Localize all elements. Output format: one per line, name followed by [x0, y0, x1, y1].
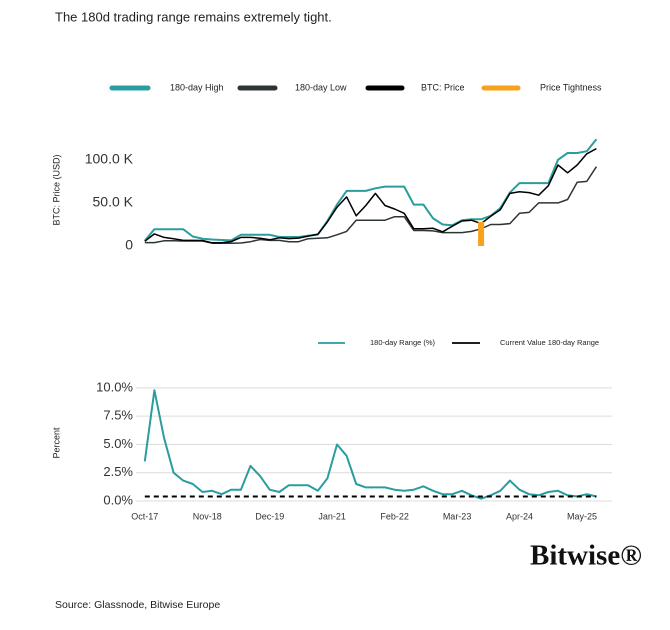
legend-label: Current Value 180-day Range [500, 338, 599, 347]
legend-label: 180-day Range (%) [370, 338, 436, 347]
series-line [144, 166, 598, 244]
y-tick-label: 5.0% [103, 436, 133, 451]
x-tick-label: Apr-24 [506, 511, 533, 521]
x-tick-label: May-25 [567, 511, 597, 521]
x-tick-label: Oct-17 [131, 511, 158, 521]
logo: Bitwise® [530, 540, 642, 572]
legend-label: 180-day High [170, 82, 224, 92]
y-tick-label: 7.5% [103, 408, 133, 423]
x-tick-label: Dec-19 [255, 511, 284, 521]
y-axis-label: Percent [51, 427, 61, 459]
y-tick-label: 0.0% [103, 492, 133, 507]
series-line [143, 389, 597, 500]
x-tick-label: Feb-22 [380, 511, 409, 521]
x-tick-label: Jan-21 [318, 511, 346, 521]
legend-label: BTC: Price [421, 82, 465, 92]
series-line [144, 147, 597, 244]
x-tick-label: Mar-23 [443, 511, 472, 521]
page-title: The 180d trading range remains extremely… [55, 9, 332, 24]
source-note: Source: Glassnode, Bitwise Europe [55, 599, 220, 611]
y-tick-label: 50.0 K [93, 194, 134, 210]
x-tick-label: Nov-18 [193, 511, 222, 521]
legend-label: Price Tightness [540, 82, 602, 92]
legend-label: 180-day Low [295, 82, 347, 92]
y-tick-label: 0 [125, 237, 133, 253]
y-tick-label: 2.5% [103, 464, 133, 479]
y-tick-label: 100.0 K [85, 151, 134, 167]
series-line [144, 138, 598, 242]
tightness-bar [478, 221, 485, 246]
y-tick-label: 10.0% [96, 379, 133, 394]
y-axis-label: BTC: Price (USD) [51, 154, 61, 225]
